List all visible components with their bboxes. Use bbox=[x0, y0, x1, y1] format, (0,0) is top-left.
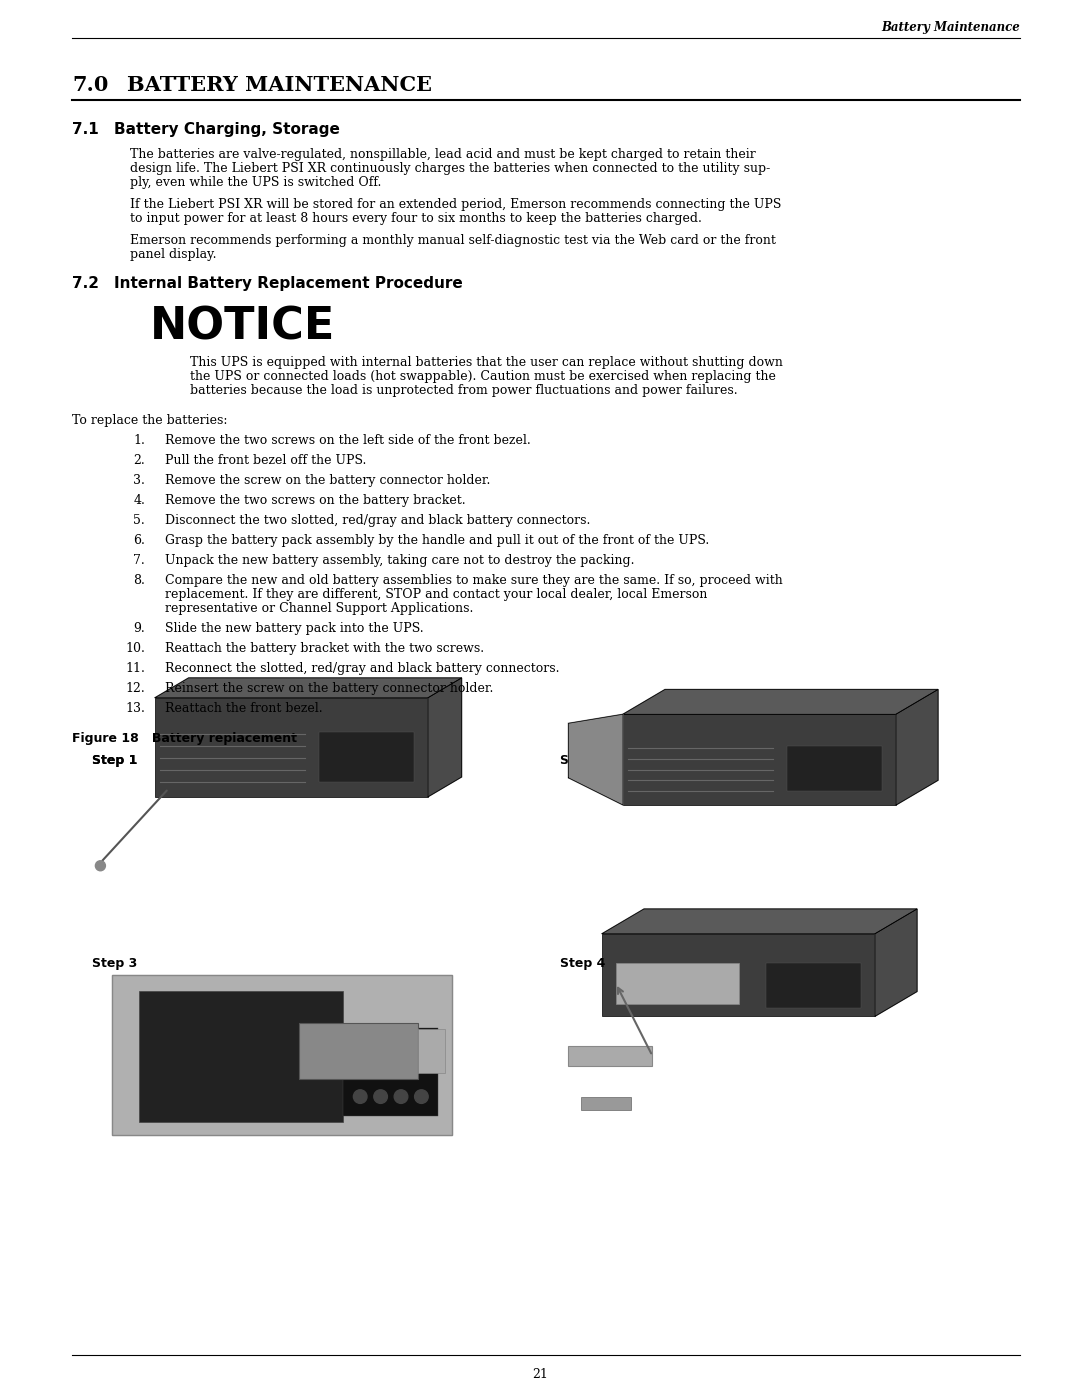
Bar bbox=[156, 697, 428, 796]
Bar bbox=[319, 732, 415, 782]
Text: Remove the screw on the battery connector holder.: Remove the screw on the battery connecto… bbox=[165, 474, 490, 488]
Text: Disconnect the two slotted, red/gray and black battery connectors.: Disconnect the two slotted, red/gray and… bbox=[165, 514, 591, 527]
Text: Battery Charging, Storage: Battery Charging, Storage bbox=[114, 122, 340, 137]
Bar bbox=[787, 746, 882, 791]
Text: BATTERY MAINTENANCE: BATTERY MAINTENANCE bbox=[127, 75, 432, 95]
Text: 2.: 2. bbox=[133, 454, 145, 467]
Text: Step 4: Step 4 bbox=[561, 957, 606, 970]
Text: 7.1: 7.1 bbox=[72, 122, 98, 137]
Polygon shape bbox=[896, 690, 939, 805]
Text: the UPS or connected loads (hot swappable). Caution must be exercised when repla: the UPS or connected loads (hot swappabl… bbox=[190, 370, 775, 383]
Text: 10.: 10. bbox=[125, 643, 145, 655]
Circle shape bbox=[353, 1090, 367, 1104]
Text: Emerson recommends performing a monthly manual self-diagnostic test via the Web : Emerson recommends performing a monthly … bbox=[130, 235, 775, 247]
Text: batteries because the load is unprotected from power fluctuations and power fail: batteries because the load is unprotecte… bbox=[190, 384, 738, 397]
Text: Remove the two screws on the left side of the front bezel.: Remove the two screws on the left side o… bbox=[165, 434, 530, 447]
Text: To replace the batteries:: To replace the batteries: bbox=[72, 414, 228, 427]
Text: panel display.: panel display. bbox=[130, 249, 216, 261]
Polygon shape bbox=[875, 909, 917, 1016]
Text: Step 2: Step 2 bbox=[561, 754, 606, 767]
Text: replacement. If they are different, STOP and contact your local dealer, local Em: replacement. If they are different, STOP… bbox=[165, 588, 707, 601]
Polygon shape bbox=[602, 909, 917, 933]
Text: Remove the two screws on the battery bracket.: Remove the two screws on the battery bra… bbox=[165, 495, 465, 507]
Circle shape bbox=[415, 1090, 428, 1104]
Bar bbox=[581, 1097, 632, 1111]
Text: 4.: 4. bbox=[133, 495, 145, 507]
Text: 3.: 3. bbox=[133, 474, 145, 488]
Text: Reattach the front bezel.: Reattach the front bezel. bbox=[165, 703, 323, 715]
Text: ply, even while the UPS is switched Off.: ply, even while the UPS is switched Off. bbox=[130, 176, 381, 189]
Text: 6.: 6. bbox=[133, 534, 145, 548]
Circle shape bbox=[394, 1090, 408, 1104]
Bar bbox=[418, 1028, 445, 1073]
Text: Battery Maintenance: Battery Maintenance bbox=[881, 21, 1020, 35]
Text: Reattach the battery bracket with the two screws.: Reattach the battery bracket with the tw… bbox=[165, 643, 484, 655]
Text: The batteries are valve-regulated, nonspillable, lead acid and must be kept char: The batteries are valve-regulated, nonsp… bbox=[130, 148, 756, 161]
Text: Figure 18   Battery replacement: Figure 18 Battery replacement bbox=[72, 732, 297, 745]
Text: representative or Channel Support Applications.: representative or Channel Support Applic… bbox=[165, 602, 473, 615]
Text: to input power for at least 8 hours every four to six months to keep the batteri: to input power for at least 8 hours ever… bbox=[130, 212, 702, 225]
Text: 12.: 12. bbox=[125, 682, 145, 694]
Text: 21: 21 bbox=[532, 1369, 548, 1382]
Bar bbox=[299, 1023, 418, 1078]
Text: 9.: 9. bbox=[133, 622, 145, 636]
Polygon shape bbox=[568, 714, 623, 805]
Bar bbox=[139, 990, 343, 1122]
Text: Compare the new and old battery assemblies to make sure they are the same. If so: Compare the new and old battery assembli… bbox=[165, 574, 783, 587]
Text: Step 1: Step 1 bbox=[92, 754, 137, 767]
Text: Reinsert the screw on the battery connector holder.: Reinsert the screw on the battery connec… bbox=[165, 682, 494, 694]
Text: 13.: 13. bbox=[125, 703, 145, 715]
Bar bbox=[568, 1046, 652, 1066]
Text: 5.: 5. bbox=[133, 514, 145, 527]
Text: If the Liebert PSI XR will be stored for an extended period, Emerson recommends : If the Liebert PSI XR will be stored for… bbox=[130, 198, 781, 211]
Bar bbox=[623, 714, 896, 805]
Text: Reconnect the slotted, red/gray and black battery connectors.: Reconnect the slotted, red/gray and blac… bbox=[165, 662, 559, 675]
Text: Internal Battery Replacement Procedure: Internal Battery Replacement Procedure bbox=[114, 277, 462, 291]
Text: Grasp the battery pack assembly by the handle and pull it out of the front of th: Grasp the battery pack assembly by the h… bbox=[165, 534, 710, 548]
Text: Unpack the new battery assembly, taking care not to destroy the packing.: Unpack the new battery assembly, taking … bbox=[165, 555, 635, 567]
Circle shape bbox=[374, 1090, 388, 1104]
Bar bbox=[112, 975, 453, 1134]
Polygon shape bbox=[623, 690, 939, 714]
Bar bbox=[766, 963, 862, 1009]
Bar bbox=[112, 975, 453, 1134]
Text: Slide the new battery pack into the UPS.: Slide the new battery pack into the UPS. bbox=[165, 622, 423, 636]
Text: 1.: 1. bbox=[133, 434, 145, 447]
Polygon shape bbox=[428, 678, 461, 796]
Text: This UPS is equipped with internal batteries that the user can replace without s: This UPS is equipped with internal batte… bbox=[190, 356, 783, 369]
Polygon shape bbox=[156, 678, 461, 697]
Text: 11.: 11. bbox=[125, 662, 145, 675]
Text: 7.: 7. bbox=[133, 555, 145, 567]
Text: design life. The Liebert PSI XR continuously charges the batteries when connecte: design life. The Liebert PSI XR continuo… bbox=[130, 162, 770, 175]
Bar bbox=[602, 933, 875, 1016]
Text: NOTICE: NOTICE bbox=[150, 306, 336, 349]
Text: 7.0: 7.0 bbox=[72, 75, 108, 95]
Text: Step 1: Step 1 bbox=[92, 754, 137, 767]
Bar bbox=[343, 1028, 438, 1116]
Text: Step 3: Step 3 bbox=[92, 957, 137, 970]
Text: Pull the front bezel off the UPS.: Pull the front bezel off the UPS. bbox=[165, 454, 366, 467]
Bar bbox=[616, 963, 739, 1004]
Circle shape bbox=[95, 861, 106, 870]
Text: 8.: 8. bbox=[133, 574, 145, 587]
Text: 7.2: 7.2 bbox=[72, 277, 99, 291]
